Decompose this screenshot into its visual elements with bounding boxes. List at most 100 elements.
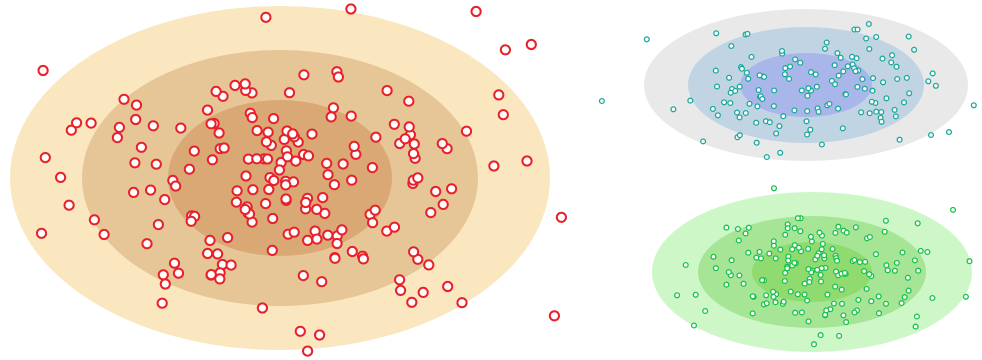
green-data-point <box>915 267 922 274</box>
blue-data-point <box>687 97 694 104</box>
green-data-point <box>794 291 801 298</box>
red-data-point <box>470 5 482 18</box>
green-data-point <box>736 272 743 279</box>
red-data-point <box>337 158 349 170</box>
red-data-point <box>246 112 258 124</box>
green-data-point <box>757 255 765 262</box>
red-data-point <box>210 85 222 98</box>
red-data-point <box>251 125 263 137</box>
green-data-point <box>843 229 850 236</box>
red-data-point <box>345 3 357 15</box>
red-data-point <box>425 207 437 219</box>
red-data-point <box>159 278 171 290</box>
red-data-point <box>113 121 126 134</box>
red-data-point <box>314 329 326 341</box>
green-data-point <box>814 266 821 273</box>
blue-data-point <box>643 36 650 43</box>
blue-data-point <box>746 100 753 107</box>
red-data-point <box>63 199 75 211</box>
green-data-point <box>782 231 789 238</box>
red-data-point <box>213 127 225 139</box>
red-data-point <box>322 229 334 241</box>
blue-data-point <box>804 131 811 138</box>
green-data-point <box>784 265 791 272</box>
cluster-red <box>10 3 568 357</box>
blue-data-point <box>821 45 829 52</box>
blue-data-point <box>791 107 798 114</box>
red-data-point <box>499 44 511 56</box>
blue-data-point <box>786 75 793 82</box>
red-data-point <box>412 172 424 184</box>
blue-data-point <box>776 123 783 130</box>
blue-data-point <box>837 54 844 61</box>
red-data-point <box>436 138 448 150</box>
green-data-point <box>766 250 773 257</box>
green-data-point <box>690 322 698 329</box>
red-data-point <box>229 79 241 92</box>
red-data-point <box>206 154 218 166</box>
green-data-point <box>901 294 908 301</box>
blue-data-point <box>778 47 786 55</box>
blue-data-point <box>777 149 784 156</box>
red-data-point <box>35 227 48 239</box>
blue-data-point <box>736 132 743 139</box>
blue-data-point <box>866 110 873 117</box>
red-data-point <box>525 38 537 51</box>
red-data-point <box>88 214 101 226</box>
red-data-point <box>129 157 141 169</box>
green-data-point <box>787 288 794 295</box>
green-data-point <box>872 251 879 258</box>
green-data-point <box>866 233 873 241</box>
blue-data-point <box>883 95 890 102</box>
green-data-point <box>805 318 812 325</box>
blue-data-point <box>906 90 913 97</box>
green-data-point <box>832 283 839 290</box>
red-data-point <box>145 184 157 196</box>
blue-data-point <box>736 114 743 121</box>
red-data-point <box>548 310 561 322</box>
blue-data-point <box>826 100 833 107</box>
green-data-point <box>772 299 779 306</box>
red-data-point <box>39 152 51 164</box>
green-data-point <box>823 307 830 314</box>
blue-data-point <box>903 74 910 81</box>
blue-data-point <box>873 33 880 41</box>
red-data-point <box>370 131 382 143</box>
green-data-point <box>836 332 843 339</box>
blue-data-point <box>743 69 750 76</box>
green-data-point <box>949 206 957 213</box>
blue-data-point <box>868 98 875 105</box>
blue-data-point <box>854 83 861 90</box>
green-data-point <box>843 319 850 326</box>
blue-data-point <box>878 108 885 116</box>
green-data-point <box>807 233 814 240</box>
blue-data-point <box>736 83 743 90</box>
red-data-point <box>128 186 140 198</box>
blue-data-point <box>859 76 866 83</box>
red-data-point <box>260 11 272 23</box>
red-data-point <box>388 221 401 233</box>
red-data-point <box>188 145 200 157</box>
green-data-point <box>924 248 931 256</box>
green-data-point <box>745 249 752 256</box>
red-data-point <box>302 150 315 162</box>
red-data-point <box>399 133 411 145</box>
blue-data-point <box>894 75 901 83</box>
blue-data-point <box>728 42 735 50</box>
green-data-point <box>772 255 779 262</box>
blue-data-point <box>925 78 932 85</box>
green-data-point <box>840 312 847 319</box>
green-data-point <box>712 265 719 272</box>
red-data-point <box>185 215 197 227</box>
red-data-point <box>311 233 323 245</box>
red-data-point <box>300 196 312 209</box>
blue-data-point <box>866 45 873 53</box>
red-data-point <box>130 113 142 126</box>
red-data-point <box>328 179 340 191</box>
green-data-point <box>962 293 969 300</box>
red-data-point <box>152 219 164 231</box>
green-data-point <box>745 224 752 231</box>
blue-data-point <box>598 97 605 105</box>
blue-data-point <box>835 72 842 79</box>
green-data-point <box>861 268 868 275</box>
